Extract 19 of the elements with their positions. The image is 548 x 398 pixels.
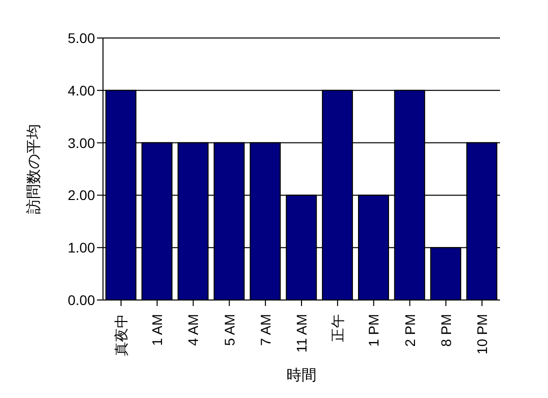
x-tick-label: 7 AM (257, 314, 274, 346)
x-tick-label: 正午 (330, 314, 346, 342)
y-axis-title: 訪問数の平均 (25, 124, 42, 214)
x-tick-label: 1 PM (366, 314, 382, 347)
y-tick-label: 1.00 (68, 240, 96, 256)
y-tick-label: 3.00 (68, 134, 96, 151)
y-tick-label: 0.00 (68, 292, 96, 308)
x-tick-label: 11 AM (294, 314, 310, 353)
x-axis-title: 時間 (286, 367, 316, 384)
x-tick-label: 10 PM (474, 314, 490, 354)
x-tick-label: 4 AM (185, 314, 202, 346)
y-tick-label: 4.00 (68, 82, 96, 98)
x-tick-label: 2 PM (402, 314, 418, 347)
y-tick-label: 2.00 (68, 187, 96, 204)
x-tick-label: 真夜中 (113, 314, 130, 356)
x-tick-label: 8 PM (438, 314, 454, 347)
x-tick-label: 5 AM (221, 314, 238, 346)
y-tick-label: 5.00 (68, 30, 96, 46)
x-tick-label: 1 AM (149, 314, 166, 346)
